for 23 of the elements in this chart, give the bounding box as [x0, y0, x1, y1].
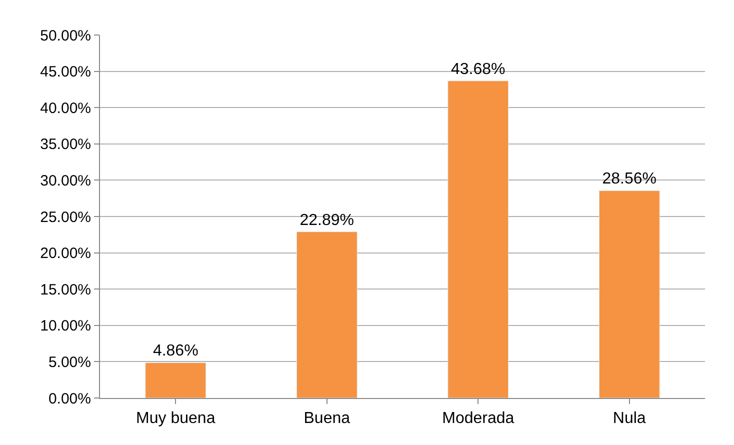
x-tick-label: Muy buena	[136, 410, 216, 428]
y-tick-label: 50.00%	[40, 27, 91, 44]
y-tick-label: 30.00%	[40, 172, 91, 190]
x-tick-label: Buena	[304, 410, 350, 428]
y-tick-label: 15.00%	[40, 281, 91, 298]
bar	[448, 80, 509, 398]
data-label: 28.56%	[602, 170, 657, 188]
data-label: 43.68%	[450, 60, 506, 78]
y-tick-label: 0.00%	[48, 390, 91, 408]
y-tick-label: 25.00%	[40, 208, 91, 226]
x-tick-label: Nula	[612, 410, 646, 428]
y-tick-label: 35.00%	[40, 136, 91, 154]
data-label: 4.86%	[152, 342, 198, 360]
y-tick-label: 10.00%	[40, 318, 91, 335]
y-tick-label: 20.00%	[40, 245, 91, 262]
data-label: 22.89%	[300, 212, 354, 229]
bar	[598, 190, 660, 398]
y-tick-label: 45.00%	[40, 64, 91, 81]
bar	[296, 232, 358, 398]
y-tick-label: 5.00%	[48, 354, 91, 371]
y-tick-label: 40.00%	[40, 100, 91, 117]
x-tick-label: Moderada	[442, 410, 514, 428]
bar	[145, 362, 206, 398]
